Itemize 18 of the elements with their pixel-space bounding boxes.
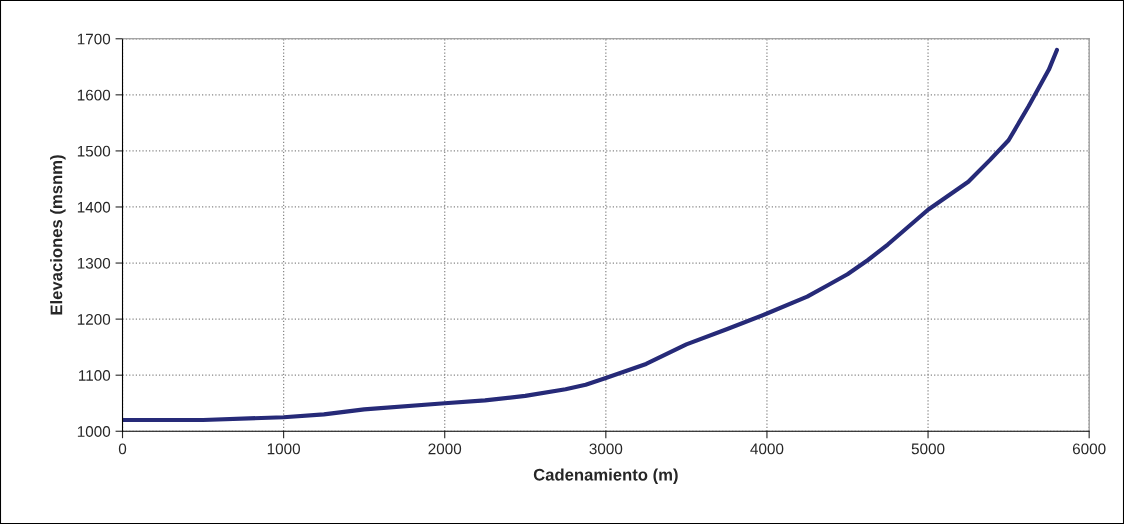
y-tick-label: 1300 <box>77 257 111 269</box>
y-tick-label: 1400 <box>77 201 111 213</box>
y-tick-label: 1200 <box>77 313 111 325</box>
x-tick-label: 4000 <box>750 443 784 455</box>
x-tick-label: 5000 <box>911 443 945 455</box>
x-tick-label: 0 <box>118 443 127 455</box>
y-tick-label: 1000 <box>77 426 111 437</box>
y-tick-label: 1600 <box>77 89 111 101</box>
x-axis-title: Cadenamiento (m) <box>533 468 678 484</box>
y-tick-label: 1100 <box>79 370 111 381</box>
y-tick-label: 1700 <box>77 33 111 45</box>
x-tick-label: 3000 <box>589 443 623 455</box>
y-tick-label: 1500 <box>77 145 111 157</box>
x-tick-label: 6000 <box>1072 443 1106 455</box>
y-axis-title: Elevaciones (msnm) <box>50 155 66 315</box>
x-tick-label: 2000 <box>428 443 462 455</box>
line-series <box>122 47 1060 423</box>
x-tick-label: 1000 <box>267 443 301 455</box>
